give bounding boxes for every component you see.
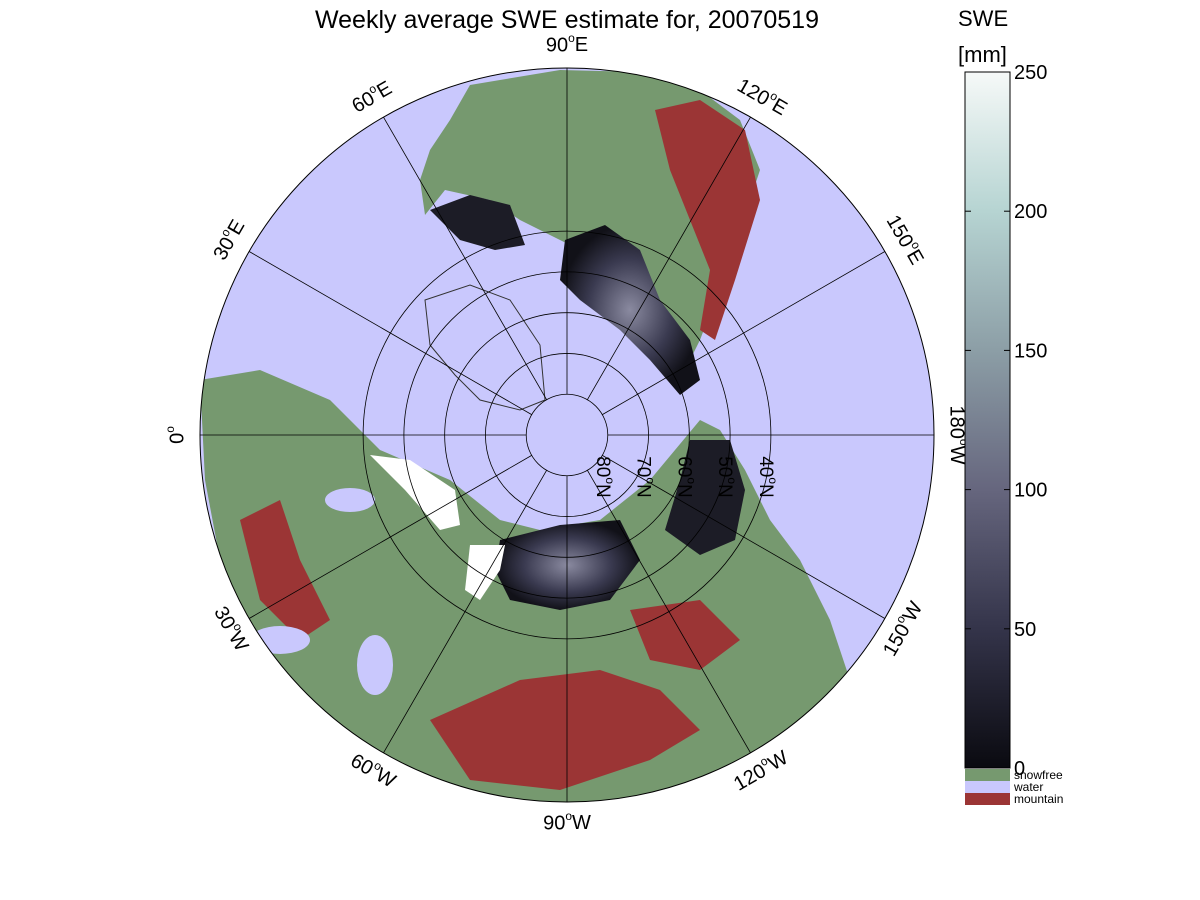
meridian-line [383,470,547,754]
colorbar-tick-label: 0 [1014,758,1025,780]
map-boundary [199,67,935,803]
latitude-label: 80oN [592,456,617,498]
snow-scandinavia [370,455,460,530]
meridian-line [383,116,547,400]
category-label: water [1013,780,1043,794]
water-caspian [357,635,393,695]
water-baltic [325,488,375,512]
latitude-label: 60oN [673,456,698,498]
colorbar-title: SWE [958,6,1008,31]
latitude-label: 50oN [714,456,739,498]
category-label: snowfree [1014,768,1063,782]
meridian-line [602,251,886,415]
meridian-line [587,470,751,754]
meridian-line [248,251,532,415]
category-label: mountain [1014,792,1063,806]
colorbar-tick-label: 150 [1014,340,1047,362]
colorbar: SWE [mm] 0 50 100 150 200 250 snowfreewatermo… [958,6,1063,806]
longitude-label: 0o [163,426,188,444]
latitude-label: 70oN [633,456,658,498]
meridian-line [587,116,751,400]
graticule [200,68,934,802]
mountain-rockies [655,100,760,340]
snow-siberia [495,520,640,610]
colorbar-unit: [mm] [958,42,1007,67]
figure-title: Weekly average SWE estimate for, 2007051… [315,6,819,34]
longitude-label: 90oE [546,31,588,56]
mountain-central-asia [430,670,700,790]
polar-map: 90oW60oW30oW0o30oE60oE90oE120oE150oE180o… [163,31,971,834]
latitude-label: 40oN [755,456,780,498]
category-swatch [965,793,1010,805]
colorbar-gradient [964,71,1011,769]
longitude-label: 90oW [543,809,591,834]
snow-novaya-zemlya [465,545,505,600]
colorbar-ticks: 0 50 100 150 200 250 [965,62,1047,780]
longitude-label: 30oE [207,215,250,264]
snow-north-america [560,225,700,395]
mountain-europe [240,500,330,640]
colorbar-tick-label: 50 [1014,619,1036,641]
latitude-labels: 80oN 70oN 60oN 50oN 40oN [592,456,780,498]
snow-labrador [430,195,525,250]
category-swatch [965,781,1010,793]
longitude-label: 60oE [347,75,396,118]
meridian-line [248,455,532,619]
colorbar-tick-label: 100 [1014,480,1047,502]
meridian-line [602,455,886,619]
water-black-sea [250,626,310,654]
category-swatch [965,769,1010,781]
colorbar-tick-label: 200 [1014,201,1047,223]
colorbar-tick-label: 250 [1014,62,1047,84]
